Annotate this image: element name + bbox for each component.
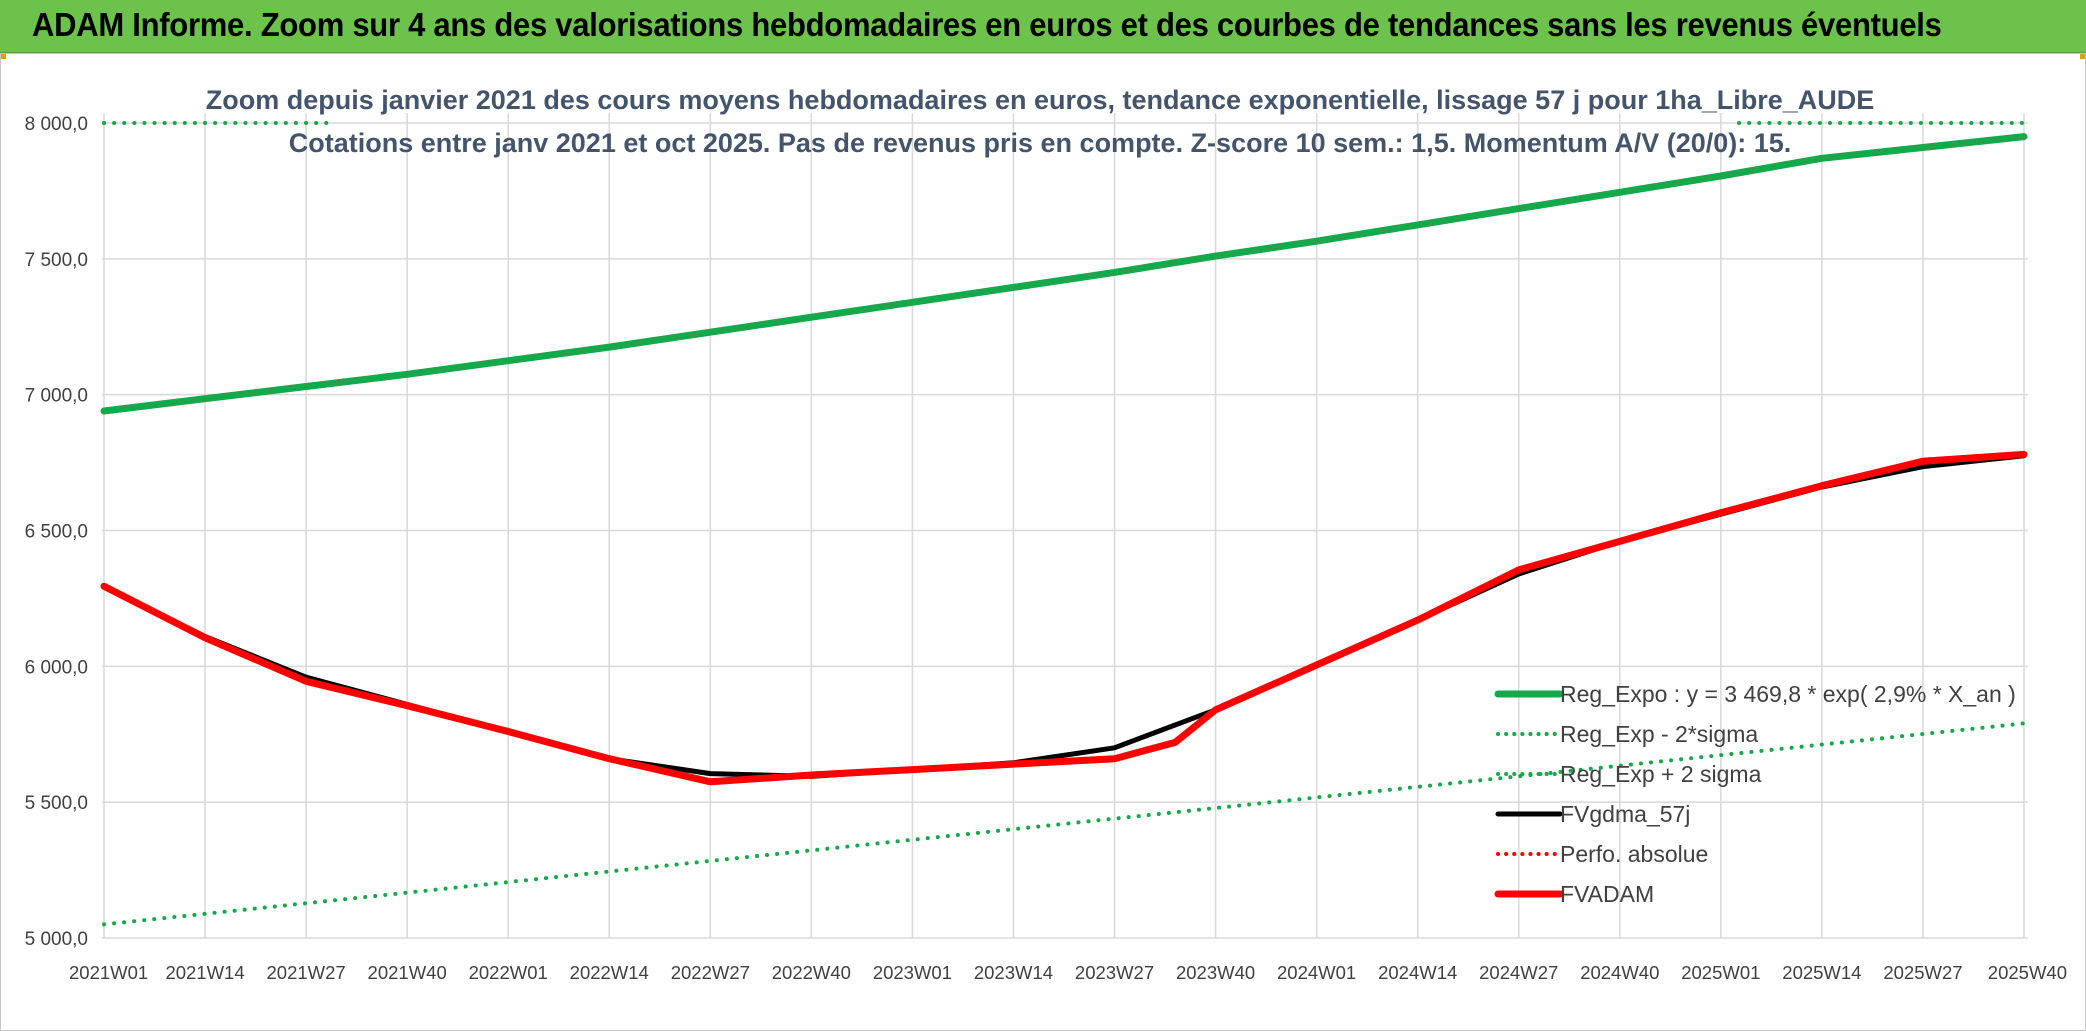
legend-entry: FVADAM — [1494, 881, 1654, 907]
legend-label: Reg_Exp - 2*sigma — [1560, 721, 1758, 747]
report-title: ADAM Informe. Zoom sur 4 ans des valoris… — [32, 6, 1942, 43]
y-tick-label: 7 500,0 — [25, 250, 88, 271]
legend-label: FVADAM — [1560, 881, 1654, 907]
chart-subtitle: Cotations entre janv 2021 et oct 2025. P… — [289, 128, 1792, 158]
x-tick-label: 2021W01 — [69, 962, 148, 983]
report-banner: ADAM Informe. Zoom sur 4 ans des valoris… — [0, 0, 2086, 53]
x-tick-label: 2022W01 — [469, 962, 548, 983]
legend-entry: Reg_Exp - 2*sigma — [1496, 721, 1758, 747]
y-tick-label: 7 000,0 — [25, 386, 88, 407]
series-fvadam-line — [100, 450, 2028, 786]
legend-entry: FVgdma_57j — [1495, 801, 1690, 827]
legend-entry: Reg_Expo : y = 3 469,8 * exp( 2,9% * X_a… — [1494, 681, 2016, 707]
x-tick-label: 2024W01 — [1277, 962, 1356, 983]
series-reg-exp-2-sigma-line — [102, 721, 2026, 927]
x-axis-ticks: 2021W01 2021W14 2021W27 2021W40 2022W01 2022W… — [69, 962, 2067, 983]
y-tick-label: 6 500,0 — [25, 522, 88, 543]
x-tick-label: 2024W40 — [1580, 962, 1659, 983]
x-tick-label: 2023W27 — [1075, 962, 1154, 983]
corner-marker-right — [2080, 53, 2086, 59]
x-tick-label: 2023W01 — [873, 962, 952, 983]
y-tick-label: 6 000,0 — [25, 657, 88, 678]
legend-entry: Reg_Exp + 2 sigma — [1496, 761, 1762, 787]
series-layer — [100, 121, 2028, 927]
x-tick-label: 2025W27 — [1883, 962, 1962, 983]
x-tick-label: 2021W27 — [267, 962, 346, 983]
corner-marker-left — [0, 53, 6, 59]
x-tick-label: 2025W01 — [1681, 962, 1760, 983]
y-tick-label: 5 000,0 — [25, 929, 88, 950]
x-tick-label: 2021W14 — [165, 962, 244, 983]
legend: Reg_Expo : y = 3 469,8 * exp( 2,9% * X_a… — [1494, 681, 2016, 907]
legend-label: Reg_Expo : y = 3 469,8 * exp( 2,9% * X_a… — [1560, 681, 2016, 707]
x-tick-label: 2022W40 — [772, 962, 851, 983]
x-tick-label: 2022W27 — [671, 962, 750, 983]
x-tick-label: 2024W14 — [1378, 962, 1457, 983]
legend-label: Perfo. absolue — [1560, 841, 1708, 867]
chart-title: Zoom depuis janvier 2021 des cours moyen… — [206, 85, 1875, 115]
y-tick-label: 8 000,0 — [25, 114, 88, 135]
x-tick-label: 2023W14 — [974, 962, 1053, 983]
x-tick-label: 2021W40 — [368, 962, 447, 983]
x-tick-label: 2023W40 — [1176, 962, 1255, 983]
series-reg-expo-y-3-469-8-exp-2-9-x-an-line — [100, 133, 2028, 415]
y-tick-label: 5 500,0 — [25, 793, 88, 814]
legend-label: FVgdma_57j — [1560, 801, 1690, 827]
x-tick-label: 2025W40 — [1988, 962, 2067, 983]
grid-layer — [102, 113, 2028, 939]
legend-label: Reg_Exp + 2 sigma — [1560, 761, 1762, 787]
x-tick-label: 2022W14 — [570, 962, 649, 983]
y-axis-ticks: 5 000,0 5 500,0 6 000,0 6 500,0 7 000,0 7 500… — [25, 114, 88, 950]
legend-entry: Perfo. absolue — [1496, 841, 1708, 867]
x-tick-label: 2024W27 — [1479, 962, 1558, 983]
x-tick-label: 2025W14 — [1782, 962, 1861, 983]
